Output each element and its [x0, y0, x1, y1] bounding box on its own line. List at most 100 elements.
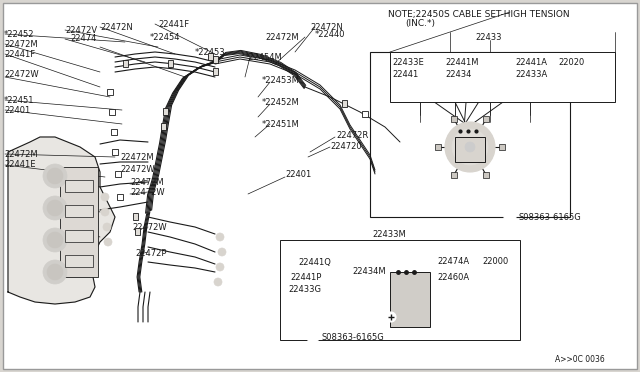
Bar [122, 60, 127, 67]
Circle shape [216, 233, 224, 241]
Text: 224720: 224720 [330, 141, 362, 151]
Bar [65, 255, 93, 267]
Text: 22474: 22474 [70, 33, 97, 42]
Text: 22460A: 22460A [437, 273, 469, 282]
Circle shape [504, 211, 516, 223]
Circle shape [307, 331, 319, 343]
Bar [112, 149, 118, 155]
Polygon shape [8, 137, 115, 304]
Circle shape [101, 208, 109, 216]
Text: 22472M: 22472M [120, 153, 154, 161]
Circle shape [47, 200, 63, 216]
Text: 22472M: 22472M [130, 177, 164, 186]
Text: 22401: 22401 [285, 170, 311, 179]
Text: *22440: *22440 [315, 29, 346, 38]
Text: 22472M: 22472M [4, 39, 38, 48]
Circle shape [218, 248, 226, 256]
Bar [115, 171, 121, 177]
Text: S: S [310, 333, 316, 341]
Text: *22453: *22453 [195, 48, 226, 57]
Circle shape [104, 238, 112, 246]
Bar [111, 129, 117, 135]
Text: 22441F: 22441F [4, 49, 35, 58]
Bar [65, 230, 93, 242]
Circle shape [445, 122, 495, 172]
Circle shape [214, 278, 222, 286]
Text: *22452: *22452 [4, 29, 35, 38]
Text: 22472W: 22472W [132, 222, 166, 231]
Bar [280, 240, 520, 340]
Text: 22472M: 22472M [4, 150, 38, 158]
Text: 22441: 22441 [392, 70, 419, 78]
Text: *22451M: *22451M [262, 119, 300, 128]
Circle shape [43, 260, 67, 284]
Circle shape [386, 312, 396, 322]
Text: 22020: 22020 [558, 58, 584, 67]
Bar [132, 213, 138, 219]
Circle shape [101, 193, 109, 201]
Text: 22472M: 22472M [265, 32, 299, 42]
Bar [163, 108, 168, 115]
Text: 22441E: 22441E [4, 160, 35, 169]
Bar [499, 144, 505, 150]
Text: 22433M: 22433M [372, 230, 406, 238]
Text: 22441A: 22441A [515, 58, 547, 67]
Bar [168, 60, 173, 67]
Circle shape [47, 168, 63, 184]
Bar [134, 228, 140, 234]
Text: S: S [507, 212, 513, 221]
Text: 22433A: 22433A [515, 70, 547, 78]
Text: 22472P: 22472P [135, 250, 166, 259]
Bar [455, 137, 485, 162]
Bar [370, 52, 570, 217]
Text: NOTE;22450S CABLE SET-HIGH TENSION: NOTE;22450S CABLE SET-HIGH TENSION [388, 10, 570, 19]
Text: S08363-6165G: S08363-6165G [519, 212, 582, 221]
Bar [483, 116, 489, 122]
Bar [362, 111, 368, 117]
Text: 22433: 22433 [475, 32, 502, 42]
Circle shape [43, 196, 67, 220]
Text: 22000: 22000 [482, 257, 508, 266]
Text: S08363-6165G: S08363-6165G [322, 333, 385, 341]
Bar [65, 180, 93, 192]
Circle shape [465, 142, 475, 152]
Bar [117, 194, 123, 200]
Text: *22451: *22451 [4, 96, 35, 105]
Bar [342, 100, 348, 106]
Text: 22474A: 22474A [437, 257, 469, 266]
Bar [207, 53, 212, 60]
Text: (INC.*): (INC.*) [405, 19, 435, 28]
Bar [390, 52, 615, 102]
Circle shape [47, 264, 63, 280]
Circle shape [47, 232, 63, 248]
Bar [107, 89, 113, 95]
Text: 22441M: 22441M [445, 58, 479, 67]
Bar [60, 167, 98, 277]
Text: 22441Q: 22441Q [298, 257, 331, 266]
Text: 22441P: 22441P [290, 273, 321, 282]
Circle shape [103, 223, 111, 231]
Bar [390, 272, 430, 327]
Text: 22434: 22434 [445, 70, 472, 78]
Text: 22434M: 22434M [352, 267, 386, 276]
Text: 22472W: 22472W [130, 187, 164, 196]
Text: 22472W: 22472W [4, 70, 38, 78]
Circle shape [216, 263, 224, 271]
Text: 22401: 22401 [4, 106, 30, 115]
Text: 22472R: 22472R [336, 131, 368, 140]
Bar [65, 205, 93, 217]
Text: 22433E: 22433E [392, 58, 424, 67]
Text: *22454: *22454 [150, 32, 180, 42]
Text: 22472V: 22472V [65, 26, 97, 35]
Text: 22472W: 22472W [120, 164, 155, 173]
Bar [161, 123, 166, 129]
Bar [109, 109, 115, 115]
Text: 22441F: 22441F [158, 19, 189, 29]
Text: 22472N: 22472N [100, 22, 132, 32]
Text: *22452M: *22452M [262, 97, 300, 106]
Circle shape [452, 129, 488, 165]
Bar [451, 172, 457, 178]
Text: 22472N: 22472N [310, 22, 343, 32]
Circle shape [43, 228, 67, 252]
Text: 22433G: 22433G [288, 285, 321, 295]
